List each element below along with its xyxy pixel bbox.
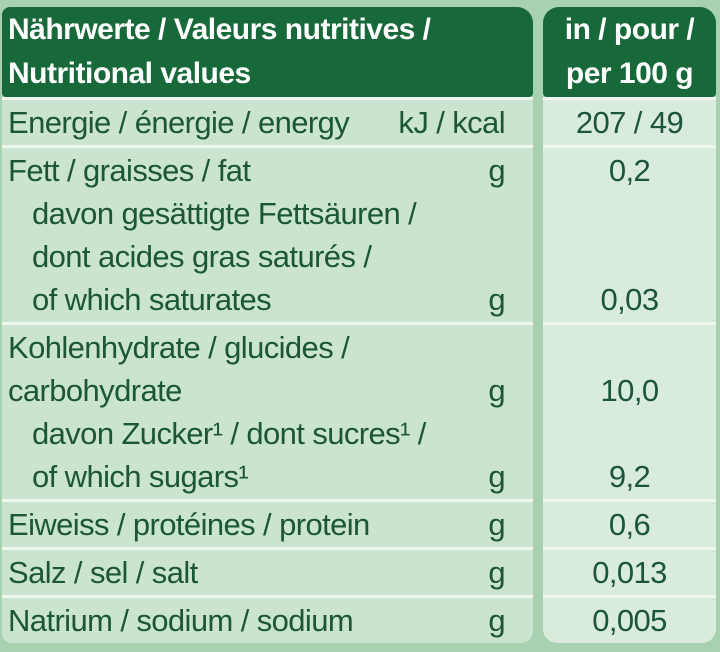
per100g-line-2: per 100 g <box>565 57 694 90</box>
nutrient-value <box>543 192 716 235</box>
nutrient-value <box>543 326 716 369</box>
label-line: of which saturates g <box>2 278 533 321</box>
table-header-row: Nährwerte / Valeurs nutritives / Nutriti… <box>2 7 716 97</box>
unit-label: g <box>488 507 505 542</box>
nutrient-label: davon Zucker¹ / dont sucres¹ / <box>32 416 426 451</box>
nutrient-label: carbohydrate <box>8 373 182 408</box>
nutrient-label: of which sugars¹ <box>32 459 249 494</box>
unit-label: g <box>488 603 505 638</box>
label-line: Fett / graisses / fat g <box>2 149 533 192</box>
label-line: Energie / énergie / energy kJ / kcal <box>2 101 533 144</box>
value-cell-carbohydrate: 10,0 9,2 <box>543 322 716 499</box>
table-row-energy: Energie / énergie / energy kJ / kcal 207 /… <box>2 97 716 145</box>
nutrient-value: 207 / 49 <box>575 105 684 140</box>
label-line: Eiweiss / protéines / protein g <box>2 503 533 546</box>
unit-label: g <box>488 282 505 317</box>
column-gap <box>533 595 543 643</box>
table-header-left: Nährwerte / Valeurs nutritives / Nutriti… <box>2 7 533 97</box>
table-header-per100g: in / pour / per 100 g <box>543 7 716 97</box>
label-cell-sodium: Natrium / sodium / sodium g <box>2 595 533 643</box>
label-cell-protein: Eiweiss / protéines / protein g <box>2 499 533 547</box>
label-line: dont acides gras saturés / <box>2 235 533 278</box>
unit-label: g <box>488 459 505 494</box>
nutrient-value: 0,6 <box>608 507 651 542</box>
table-body: Energie / énergie / energy kJ / kcal 207 /… <box>2 97 716 643</box>
nutrient-value <box>543 412 716 455</box>
label-line: carbohydrate g <box>2 369 533 412</box>
value-cell-energy: 207 / 49 <box>543 97 716 145</box>
nutrient-value: 0,2 <box>608 153 651 188</box>
value-cell-sodium: 0,005 <box>543 595 716 643</box>
column-gap <box>533 322 543 499</box>
nutrition-table: Nährwerte / Valeurs nutritives / Nutriti… <box>2 7 716 643</box>
label-cell-energy: Energie / énergie / energy kJ / kcal <box>2 97 533 145</box>
table-row-fat: Fett / graisses / fat g davon gesättigte F… <box>2 145 716 322</box>
label-cell-fat: Fett / graisses / fat g davon gesättigte F… <box>2 145 533 322</box>
nutrient-value <box>543 235 716 278</box>
header-line-2: Nutritional values <box>8 57 251 90</box>
nutrient-value: 0,03 <box>600 282 660 317</box>
nutrient-value: 0,005 <box>592 603 667 638</box>
value-cell-salt: 0,013 <box>543 547 716 595</box>
nutrient-label: Salz / sel / salt <box>8 555 198 590</box>
column-gap <box>533 97 543 145</box>
nutrient-label: dont acides gras saturés / <box>32 239 372 274</box>
unit-label: g <box>488 153 505 188</box>
label-line: Salz / sel / salt g <box>2 551 533 594</box>
label-line: davon Zucker¹ / dont sucres¹ / <box>2 412 533 455</box>
nutrient-value: 9,2 <box>608 459 651 494</box>
nutrient-label: davon gesättigte Fettsäuren / <box>32 196 417 231</box>
unit-label: kJ / kcal <box>398 105 505 140</box>
label-cell-carbohydrate: Kohlenhydrate / glucides / carbohydrate g d… <box>2 322 533 499</box>
value-cell-protein: 0,6 <box>543 499 716 547</box>
label-line: davon gesättigte Fettsäuren / <box>2 192 533 235</box>
nutrient-value: 10,0 <box>600 373 660 408</box>
column-gap <box>533 145 543 322</box>
table-row-sodium: Natrium / sodium / sodium g 0,005 <box>2 595 716 643</box>
nutrient-label: Fett / graisses / fat <box>8 153 251 188</box>
unit-label: g <box>488 373 505 408</box>
per100g-line-1: in / pour / <box>564 13 695 46</box>
nutrient-label: Kohlenhydrate / glucides / <box>8 330 350 365</box>
nutrient-label: Natrium / sodium / sodium <box>8 603 354 638</box>
label-line: Kohlenhydrate / glucides / <box>2 326 533 369</box>
column-gap <box>533 547 543 595</box>
nutrient-value: 0,013 <box>592 555 667 590</box>
column-gap <box>533 7 543 97</box>
unit-label: g <box>488 555 505 590</box>
column-gap <box>533 499 543 547</box>
label-cell-salt: Salz / sel / salt g <box>2 547 533 595</box>
label-line: of which sugars¹ g <box>2 455 533 498</box>
value-cell-fat: 0,2 0,03 <box>543 145 716 322</box>
table-row-carbohydrate: Kohlenhydrate / glucides / carbohydrate g d… <box>2 322 716 499</box>
header-line-1: Nährwerte / Valeurs nutritives / <box>8 13 431 46</box>
nutrient-label: Eiweiss / protéines / protein <box>8 507 370 542</box>
table-row-salt: Salz / sel / salt g 0,013 <box>2 547 716 595</box>
table-row-protein: Eiweiss / protéines / protein g 0,6 <box>2 499 716 547</box>
nutrient-label: of which saturates <box>32 282 272 317</box>
label-line: Natrium / sodium / sodium g <box>2 599 533 642</box>
nutrient-label: Energie / énergie / energy <box>8 105 350 140</box>
